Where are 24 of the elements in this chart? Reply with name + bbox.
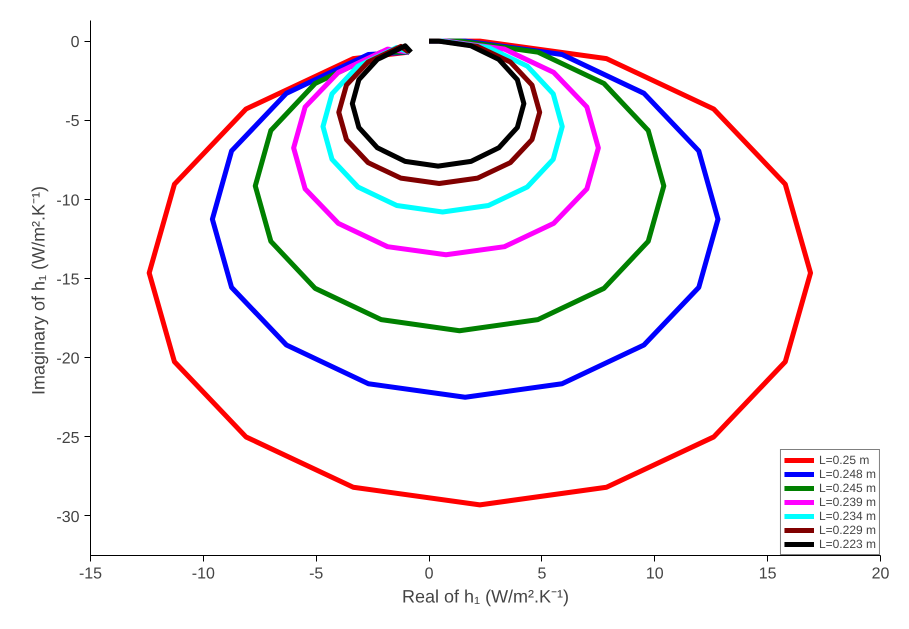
x-tick-label: 15: [758, 566, 777, 582]
x-tick-label: 20: [872, 566, 890, 582]
legend-label: L=0.248 m: [818, 467, 876, 481]
x-tick-label: -15: [78, 566, 102, 582]
x-axis-title: Real of h₁ (W/m².K⁻¹): [402, 586, 570, 606]
legend-label: L=0.234 m: [818, 509, 876, 523]
legend-label: L=0.223 m: [818, 537, 876, 551]
x-tick-label: 0: [424, 566, 434, 582]
legend-label: L=0.25 m: [818, 453, 870, 467]
legend-label: L=0.239 m: [818, 495, 876, 509]
legend-label: L=0.245 m: [818, 481, 876, 495]
y-axis-title: Imaginary of h₁ (W/m².K⁻¹): [28, 186, 48, 396]
x-tick-label: -10: [192, 566, 216, 582]
y-tick-label: -20: [56, 350, 80, 368]
y-tick-label: -25: [56, 430, 80, 447]
legend-label: L=0.229 m: [818, 523, 876, 537]
y-tick-label: -5: [65, 113, 80, 130]
x-tick-label: -5: [309, 566, 324, 582]
y-tick-label: 0: [70, 34, 80, 52]
y-tick-label: -30: [56, 508, 80, 526]
x-tick-label: 10: [646, 566, 664, 582]
x-tick-label: 5: [537, 566, 546, 582]
y-tick-label: -15: [56, 272, 80, 289]
y-tick-label: -10: [56, 192, 80, 210]
